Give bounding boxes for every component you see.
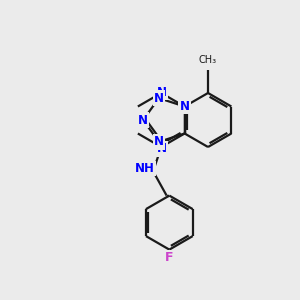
Text: F: F <box>165 251 174 264</box>
Text: N: N <box>180 100 190 113</box>
Text: N: N <box>157 85 167 98</box>
Text: NH: NH <box>135 162 155 175</box>
Text: N: N <box>154 135 164 148</box>
Text: N: N <box>138 113 148 127</box>
Text: CH₃: CH₃ <box>199 55 217 65</box>
Text: N: N <box>154 92 164 105</box>
Text: N: N <box>157 142 167 155</box>
